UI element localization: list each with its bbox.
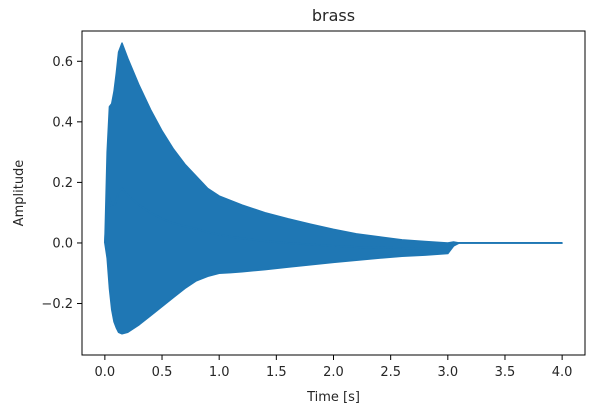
x-tick-label: 4.0 — [552, 365, 573, 380]
x-tick-label: 0.5 — [152, 365, 173, 380]
y-axis-ticks: −0.2 0.0 0.2 0.4 0.6 — [41, 55, 82, 312]
y-tick-label: 0.4 — [52, 115, 73, 130]
plot-marks — [103, 42, 563, 335]
y-tick-label: −0.2 — [41, 297, 73, 312]
series-line-0 — [103, 187, 563, 250]
x-tick-label: 1.0 — [209, 365, 230, 380]
x-tick-label: 2.5 — [380, 365, 401, 380]
x-tick-label: 2.0 — [323, 365, 344, 380]
x-tick-label: 0.0 — [95, 365, 116, 380]
x-axis-label: Time [s] — [306, 390, 360, 405]
x-tick-label: 3.0 — [437, 365, 458, 380]
y-axis-label: Amplitude — [12, 160, 27, 227]
x-tick-label: 3.5 — [495, 365, 516, 380]
x-tick-label: 1.5 — [266, 365, 287, 380]
y-tick-label: 0.2 — [52, 176, 73, 191]
x-axis-ticks: 0.0 0.5 1.0 1.5 2.0 2.5 3.0 3.5 4.0 — [95, 355, 573, 380]
y-tick-label: 0.6 — [52, 55, 73, 70]
chart-title: brass — [312, 6, 355, 25]
y-tick-label: 0.0 — [52, 236, 73, 251]
series-envelope-0 — [104, 42, 563, 335]
